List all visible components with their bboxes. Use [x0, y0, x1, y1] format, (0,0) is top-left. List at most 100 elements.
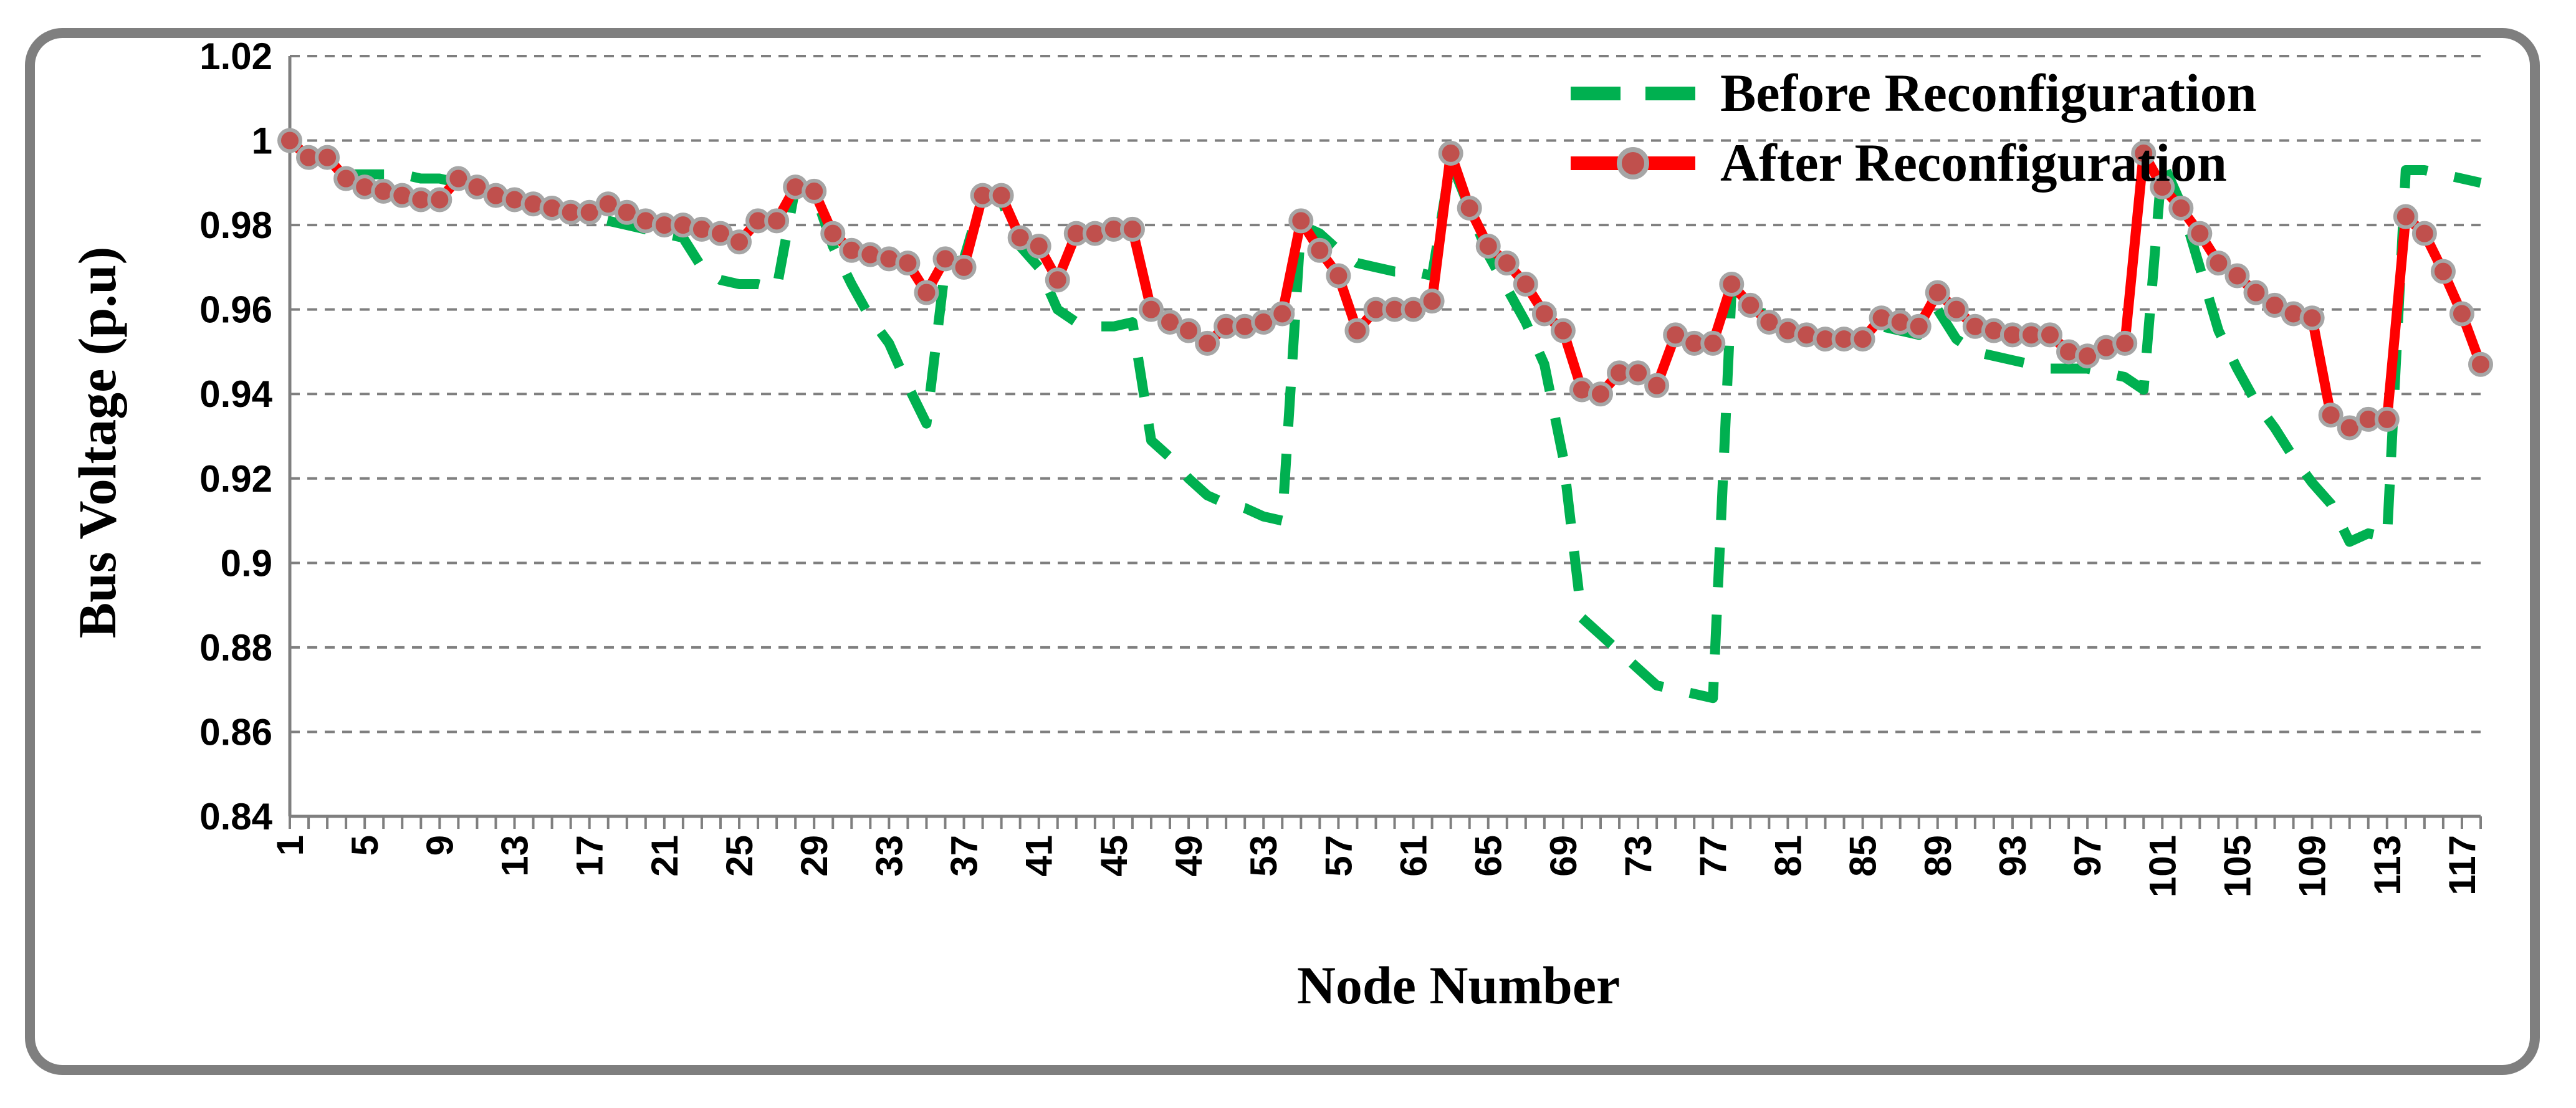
- legend-after-label: After Reconfiguration: [1720, 133, 2227, 193]
- y-tick-label: 1: [252, 120, 272, 162]
- series-after-point: [1531, 301, 1557, 327]
- series-after-point: [1550, 318, 1576, 343]
- x-tick-label: 85: [1842, 835, 1884, 877]
- series-after-point: [802, 178, 827, 204]
- x-tick-label: 117: [2441, 835, 2483, 895]
- y-tick-label: 0.84: [199, 796, 272, 838]
- series-after-point: [1943, 297, 1969, 322]
- series-after-point: [2112, 330, 2138, 356]
- series-after-point: [1626, 360, 1651, 386]
- series-after-point: [1119, 216, 1145, 242]
- x-tick-label: 73: [1617, 835, 1659, 877]
- y-tick-label: 0.9: [221, 542, 272, 584]
- series-after-point: [2468, 351, 2493, 377]
- series-after-point: [2374, 406, 2400, 432]
- series-after-point: [1719, 272, 1745, 297]
- x-tick-label: 25: [719, 835, 760, 877]
- series-after-point: [1195, 330, 1220, 356]
- y-tick-label: 0.88: [199, 627, 272, 669]
- series-after-point: [2168, 196, 2194, 221]
- series-after-point: [277, 128, 302, 153]
- series-after-point: [1925, 280, 1950, 305]
- x-tick-labels: 1 5 9 13 17 21 25 29 33 37 41 45 49 53 57 61 65 69 73 77 81 8…: [269, 835, 2483, 897]
- y-tick-label: 0.94: [199, 373, 272, 415]
- x-tick-label: 33: [868, 835, 910, 877]
- y-tick-label: 1.02: [199, 36, 272, 77]
- series-after-point: [1513, 272, 1538, 297]
- series-after-point: [1138, 297, 1164, 322]
- x-tick-label: 105: [2216, 835, 2258, 897]
- x-tick-label: 13: [494, 835, 536, 877]
- series-after-point: [1176, 318, 1202, 343]
- axes: [288, 56, 2482, 829]
- x-tick-label: 21: [644, 835, 686, 877]
- series-after-point: [1475, 234, 1501, 259]
- series-after-point: [1700, 330, 1726, 356]
- series-after-point: [951, 254, 977, 280]
- series-after-point: [2131, 140, 2157, 166]
- series-after-point: [2243, 280, 2269, 305]
- series-before-line: [286, 136, 2482, 704]
- legend-before-label: Before Reconfiguration: [1720, 63, 2257, 123]
- series-after-point: [2187, 221, 2213, 246]
- series-after-point: [1738, 292, 1763, 318]
- series-after-point: [2430, 259, 2456, 284]
- series-after-point: [2206, 251, 2231, 276]
- series-after-point: [427, 187, 452, 213]
- series-after-point: [1644, 373, 1670, 398]
- x-tick-label: 97: [2067, 835, 2109, 877]
- series-after-point: [1850, 327, 1875, 352]
- x-axis-title: Node Number: [1297, 955, 1620, 1015]
- x-tick-label: 69: [1543, 835, 1584, 877]
- x-tick-label: 29: [793, 835, 835, 877]
- series-after-point: [1494, 251, 1520, 276]
- x-tick-label: 1: [269, 835, 311, 856]
- x-tick-label: 53: [1243, 835, 1285, 877]
- series-group: [277, 128, 2493, 704]
- x-tick-label: 57: [1318, 835, 1359, 877]
- legend-after-marker: [1617, 147, 1649, 179]
- series-after-point: [1045, 267, 1070, 293]
- x-tick-label: 65: [1468, 835, 1510, 877]
- x-tick-label: 81: [1767, 835, 1809, 877]
- series-after-point: [2393, 204, 2418, 229]
- series-after-point: [2299, 305, 2325, 331]
- x-tick-label: 101: [2142, 835, 2183, 897]
- series-after-point: [1326, 263, 1351, 289]
- y-tick-label: 0.92: [199, 458, 272, 500]
- series-after-point: [1438, 140, 1463, 166]
- x-tick-label: 45: [1093, 835, 1135, 877]
- series-after-point: [727, 229, 752, 255]
- x-tick-label: 17: [569, 835, 611, 877]
- series-after-point: [1457, 196, 1482, 221]
- legend: Before Reconfiguration After Reconfigura…: [1571, 63, 2257, 193]
- x-tick-label: 93: [1992, 835, 2034, 877]
- series-after-point: [1906, 313, 1932, 339]
- series-after-point: [1344, 318, 1370, 343]
- series-after-point: [764, 208, 790, 234]
- x-tick-label: 61: [1393, 835, 1435, 877]
- series-after-point: [1026, 234, 1051, 259]
- x-tick-label: 113: [2367, 835, 2408, 895]
- x-tick-label: 5: [344, 835, 386, 856]
- series-after-point: [2037, 322, 2063, 348]
- series-after-point: [2224, 263, 2250, 289]
- series-after-point: [820, 221, 846, 246]
- series-after-point: [315, 145, 340, 170]
- series-after-point: [1270, 301, 1295, 327]
- y-tick-label: 0.96: [199, 289, 272, 331]
- y-tick-label: 0.86: [199, 711, 272, 753]
- series-after-point: [2411, 221, 2437, 246]
- x-tick-label: 41: [1018, 835, 1060, 877]
- x-tick-label: 37: [944, 835, 985, 877]
- x-tick-label: 49: [1168, 835, 1210, 877]
- y-axis-title: Bus Voltage (p.u): [67, 247, 127, 638]
- y-tick-label: 0.98: [199, 204, 272, 246]
- series-after-point: [1307, 237, 1333, 263]
- series-after-point: [914, 280, 939, 305]
- x-tick-label: 89: [1917, 835, 1959, 877]
- x-tick-label: 9: [419, 835, 461, 856]
- series-after-point: [2150, 174, 2175, 200]
- series-after-point: [1419, 289, 1445, 314]
